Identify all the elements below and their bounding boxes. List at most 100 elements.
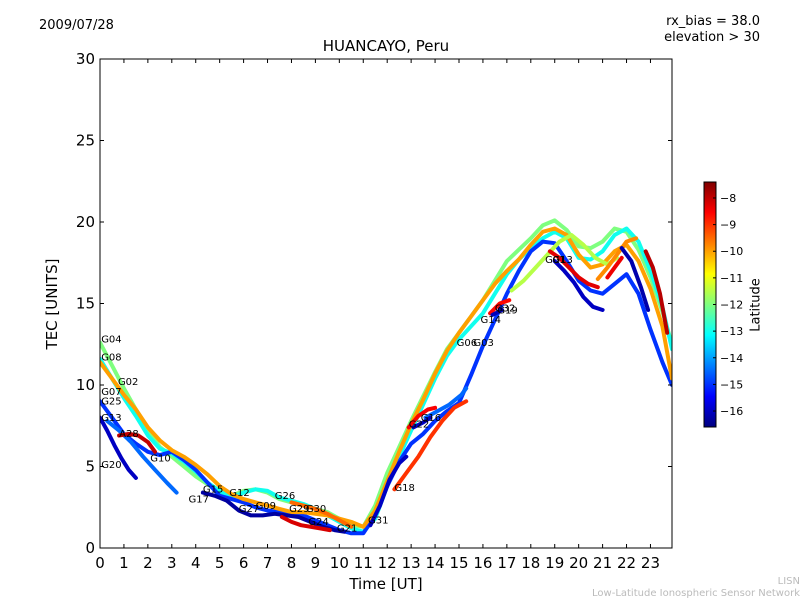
prn-labels: G04G08G02G07G25G13A28G20G10G15G17G12G27G… — [101, 255, 573, 535]
colorbar-tick-label: −8 — [720, 192, 736, 205]
prn-label: G22 — [409, 419, 429, 430]
tec-series-line — [117, 431, 157, 454]
prn-label: G06 — [457, 338, 477, 349]
x-tick-label: 12 — [378, 554, 397, 572]
y-tick-label: 30 — [76, 50, 95, 68]
prn-label: G02 — [118, 377, 138, 388]
tec-series-line — [100, 226, 672, 529]
elevation-label: elevation > 30 — [664, 30, 760, 45]
prn-label: G32 — [495, 304, 515, 315]
prn-label: A28 — [119, 429, 139, 440]
tec-series-line — [509, 233, 619, 293]
tec-series-line — [392, 399, 469, 492]
tec-series-line — [279, 515, 332, 533]
colorbar-tick-label: −13 — [720, 325, 743, 338]
tec-series-line — [411, 415, 433, 430]
chart-title: HUANCAYO, Peru — [322, 37, 450, 55]
prn-label: G25 — [101, 397, 121, 408]
tec-series-line — [547, 249, 600, 290]
prn-label: G30 — [306, 504, 326, 515]
tec-series-line — [490, 308, 505, 317]
settings-info: rx_bias = 38.0 elevation > 30 — [664, 14, 760, 46]
y-tick-label: 15 — [76, 295, 95, 313]
y-tick-label: 5 — [85, 458, 95, 476]
tec-series-line — [619, 246, 651, 312]
prn-label: G03 — [473, 338, 493, 349]
tec-series-line — [100, 218, 672, 529]
x-tick-label: 14 — [426, 554, 445, 572]
colorbar-tick-label: −16 — [720, 405, 743, 418]
x-axis: 0 1 2 3 4 5 6 7 8 9 10 11 12 13 14 15 16 17 18 19 20 21 22 23 — [95, 59, 660, 572]
series-layer — [100, 218, 672, 536]
x-tick-label: 21 — [593, 554, 612, 572]
lisn-fullname: Low-Latitude Ionospheric Sensor Network — [592, 588, 800, 599]
prn-label: G29 — [289, 504, 309, 515]
y-tick-label: 25 — [76, 132, 95, 150]
tec-series-line — [368, 454, 409, 528]
tec-series-line — [105, 418, 179, 495]
prn-label: G13 — [101, 413, 121, 424]
tec-series-line — [552, 259, 605, 312]
x-tick-label: 3 — [167, 554, 177, 572]
tec-series-line — [289, 500, 354, 529]
prn-label: G16 — [421, 413, 441, 424]
prn-label: G12 — [229, 488, 249, 499]
prn-label: G26 — [275, 491, 295, 502]
x-tick-label: 18 — [521, 554, 540, 572]
x-tick-label: 2 — [143, 554, 153, 572]
tec-series-line — [423, 386, 469, 420]
prn-label: G27 — [239, 504, 259, 515]
prn-label: G18 — [394, 483, 414, 494]
x-tick-label: 15 — [449, 554, 468, 572]
tec-series-line — [605, 255, 624, 280]
x-tick-label: 4 — [191, 554, 201, 572]
x-tick-label: 8 — [287, 554, 297, 572]
x-tick-label: 1 — [119, 554, 129, 572]
x-tick-label: 9 — [311, 554, 321, 572]
x-tick-label: 11 — [354, 554, 373, 572]
prn-label: G09 — [256, 501, 276, 512]
x-tick-label: 22 — [617, 554, 636, 572]
prn-label: G21 — [337, 524, 357, 535]
prn-label: G07 — [101, 387, 121, 398]
x-tick-label: 10 — [330, 554, 349, 572]
prn-label: G24 — [308, 517, 328, 528]
tec-series-line — [643, 249, 670, 335]
x-axis-label: Time [UT] — [349, 575, 423, 593]
y-axis: 0 5 10 15 20 25 30 — [76, 50, 672, 557]
y-tick-label: 20 — [76, 213, 95, 231]
prn-label: G17 — [189, 494, 209, 505]
prn-label: G14 — [481, 315, 501, 326]
prn-label: G31 — [368, 516, 388, 527]
y-tick-label: 0 — [85, 539, 95, 557]
rx-bias-label: rx_bias = 38.0 — [666, 14, 760, 29]
x-tick-label: 19 — [545, 554, 564, 572]
tec-series-line — [488, 298, 512, 316]
x-tick-label: 13 — [402, 554, 421, 572]
prn-label: G08 — [101, 353, 121, 364]
colorbar-tick-label: −12 — [720, 299, 743, 312]
x-tick-label: 6 — [239, 554, 249, 572]
x-tick-label: 23 — [641, 554, 660, 572]
x-tick-label: 0 — [95, 554, 105, 572]
lisn-label: LISN — [777, 576, 800, 587]
colorbar-tick-label: −15 — [720, 378, 743, 391]
x-tick-label: 7 — [263, 554, 273, 572]
prn-label: G20 — [101, 460, 121, 471]
prn-label: G19 — [497, 305, 517, 316]
tec-series-line — [406, 405, 438, 430]
y-tick-label: 10 — [76, 376, 95, 394]
colorbar-tick-label: −9 — [720, 219, 736, 232]
date-label: 2009/07/28 — [39, 18, 114, 33]
prn-label: G10 — [150, 454, 170, 465]
tec-series-line — [100, 415, 138, 480]
x-tick-label: 17 — [497, 554, 516, 572]
tec-series-line — [595, 236, 639, 281]
colorbar-tick-label: −14 — [720, 352, 743, 365]
colorbar: −8 −9 −10 −11 −12 −13 −14 −15 −16 — [703, 181, 743, 428]
prn-label: G01 — [545, 255, 565, 266]
x-tick-label: 5 — [215, 554, 225, 572]
prn-label: G15 — [203, 485, 223, 496]
prn-label: G13 — [552, 255, 572, 266]
